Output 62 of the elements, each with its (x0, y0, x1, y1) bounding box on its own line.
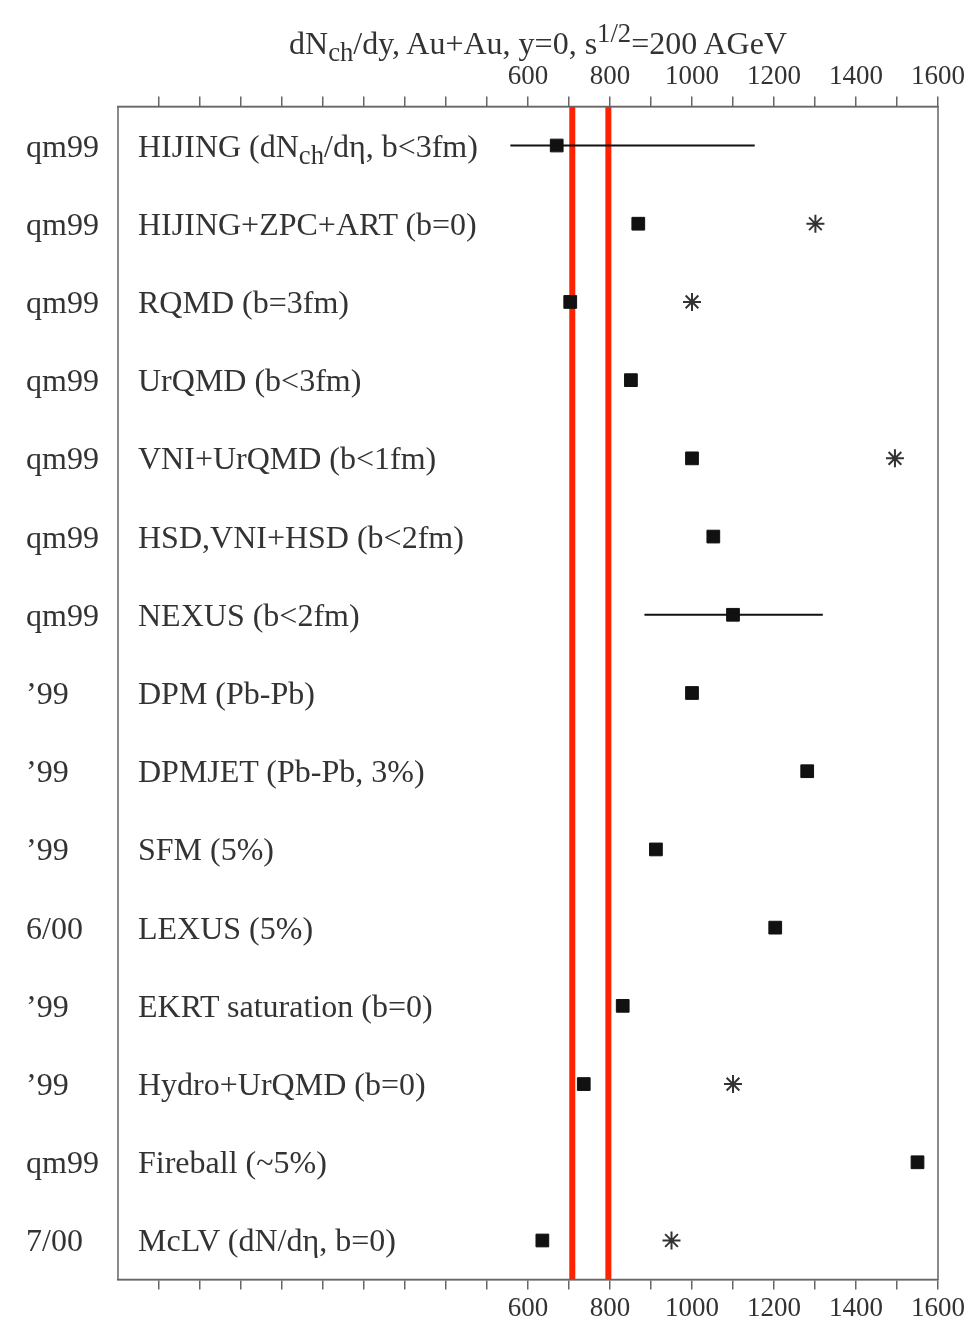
x2-tick-label: 1000 (665, 60, 719, 91)
text: qm99 (26, 126, 99, 166)
point (723, 1074, 743, 1095)
point (682, 291, 702, 312)
x-tick-label: 600 (507, 1291, 549, 1322)
point (884, 448, 905, 469)
x-tick-label: 800 (589, 1291, 631, 1322)
point (549, 138, 564, 153)
x-tick-label: 1400 (829, 1291, 883, 1322)
point (615, 998, 630, 1013)
point (685, 451, 699, 466)
text: ’99 (26, 1065, 69, 1105)
point (563, 295, 578, 309)
point (624, 373, 638, 388)
point (800, 764, 815, 779)
text: qm99 (26, 517, 99, 557)
text: 7/00 (26, 1221, 83, 1261)
point (768, 920, 783, 935)
x2-tick-label: 1400 (829, 60, 883, 91)
y-tick-label: EKRT saturation (b=0) (138, 986, 433, 1026)
x2-tick-label: 1200 (747, 60, 801, 91)
x-tick-label: 1000 (665, 1291, 719, 1322)
y-tick-label: HSD,VNI+HSD (b<2fm) (138, 517, 464, 557)
x2-tick-label: 600 (507, 60, 549, 91)
y-tick-label: Hydro+UrQMD (b=0) (138, 1065, 426, 1105)
point (576, 1077, 591, 1091)
text: ’99 (26, 986, 69, 1026)
point (661, 1230, 682, 1251)
x2-tick-label: 1600 (911, 60, 965, 91)
y-tick-label: DPMJET (Pb-Pb, 3%) (138, 752, 425, 792)
y-tick-label: UrQMD (b<3fm) (138, 361, 362, 401)
y-tick-label: HIJING (dN$_{ch}$/dη, b<3fm) (138, 126, 478, 172)
x-tick-label: 1600 (911, 1291, 965, 1322)
text: qm99 (26, 282, 99, 322)
y-tick-label: HIJING+ZPC+ART (b=0) (138, 204, 477, 244)
point (649, 842, 663, 857)
text: qm99 (26, 1143, 99, 1183)
y-tick-label: RQMD (b=3fm) (138, 282, 349, 322)
y-tick-label: Fireball (~5%) (138, 1143, 327, 1183)
point (631, 216, 646, 231)
x2-tick-label: 800 (589, 60, 631, 91)
text: qm99 (26, 361, 99, 401)
y-tick-label: McLV (dN/dη, b=0) (138, 1221, 396, 1261)
text: qm99 (26, 595, 99, 635)
text: 6/00 (26, 908, 83, 948)
point (805, 213, 826, 234)
text: qm99 (26, 439, 99, 479)
point (685, 686, 699, 700)
y-tick-label: NEXUS (b<2fm) (138, 595, 360, 635)
y-tick-label: VNI+UrQMD (b<1fm) (138, 439, 437, 479)
text: qm99 (26, 204, 99, 244)
point (910, 1155, 925, 1170)
x-tick-label: 1200 (747, 1291, 801, 1322)
point (726, 607, 740, 622)
point (535, 1233, 550, 1248)
y-tick-label: DPM (Pb-Pb) (138, 674, 315, 713)
text: ’99 (26, 830, 69, 870)
y-tick-label: LEXUS (5%) (138, 908, 314, 948)
text: ’99 (26, 674, 69, 713)
text: ’99 (26, 752, 69, 792)
y-tick-label: SFM (5%) (138, 830, 275, 870)
point (706, 529, 721, 544)
